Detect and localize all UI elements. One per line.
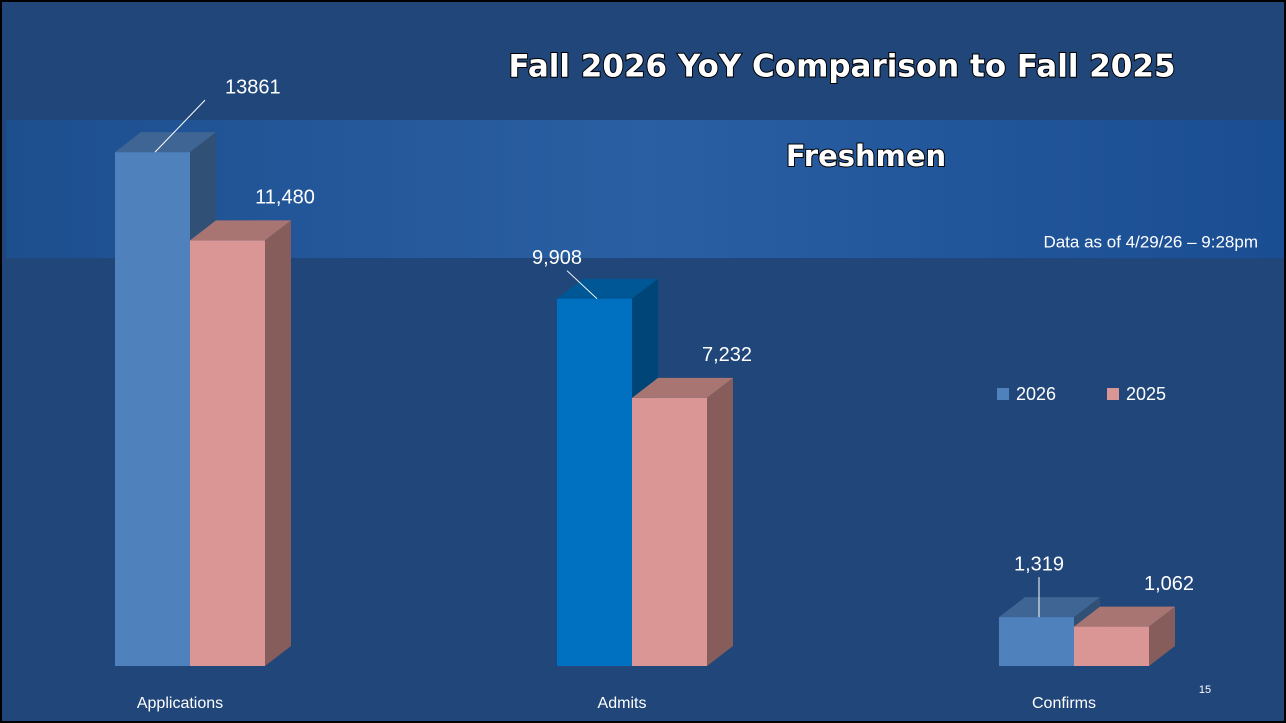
legend-label: 2025: [1126, 384, 1166, 404]
leader-line: [566, 270, 598, 300]
chart-title: Fall 2026 YoY Comparison to Fall 2025: [508, 49, 1175, 85]
bar-top: [190, 220, 291, 241]
bar: [1074, 626, 1149, 666]
leader-line: [154, 99, 206, 153]
legend-label: 2026: [1016, 384, 1056, 404]
bar-side: [707, 377, 733, 666]
subtitle: Freshmen: [786, 139, 946, 173]
bar-side: [1149, 606, 1175, 666]
bar-top: [999, 597, 1100, 618]
bar-top: [1074, 606, 1175, 627]
legend-swatch: [1107, 388, 1119, 400]
data-label: 11,480: [255, 187, 315, 209]
bar-top: [557, 278, 658, 299]
data-label: 9,908: [532, 247, 582, 269]
page-number: 15: [1199, 684, 1211, 696]
bar-side: [265, 220, 291, 667]
data-label: 1,319: [1014, 553, 1064, 575]
data-label: 1,062: [1144, 573, 1194, 595]
x-tick-label: Admits: [598, 695, 647, 712]
bar-top: [632, 377, 733, 398]
x-tick-label: Applications: [137, 695, 223, 712]
x-tick-label: Confirms: [1032, 695, 1096, 712]
bar: [557, 298, 632, 666]
bar: [190, 240, 265, 667]
bar: [632, 397, 707, 666]
bar-top: [115, 132, 216, 153]
data-label: 13861: [225, 76, 281, 98]
legend-swatch: [997, 388, 1009, 400]
data-label: 7,232: [702, 344, 752, 366]
bar: [115, 152, 190, 666]
annotation: Data as of 4/29/26 – 9:28pm: [1043, 232, 1258, 251]
bar: [999, 617, 1074, 666]
